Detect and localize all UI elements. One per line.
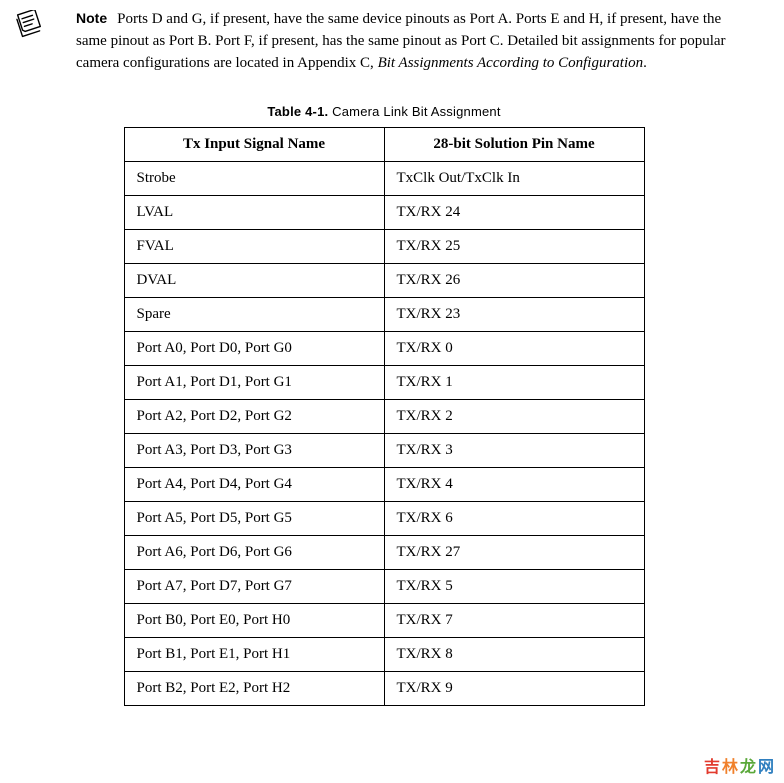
table-caption-rest: Camera Link Bit Assignment (328, 104, 500, 119)
table-row: Port B1, Port E1, Port H1TX/RX 8 (124, 638, 644, 672)
note-label: Note (76, 10, 107, 26)
cell-signal-name: Port B1, Port E1, Port H1 (124, 638, 384, 672)
table-row: Port A7, Port D7, Port G7TX/RX 5 (124, 570, 644, 604)
table-caption: Table 4-1. Camera Link Bit Assignment (14, 104, 754, 119)
cell-pin-name: TX/RX 24 (384, 196, 644, 230)
note-body-period: . (643, 55, 647, 71)
cell-signal-name: Port A1, Port D1, Port G1 (124, 366, 384, 400)
cell-signal-name: Port A3, Port D3, Port G3 (124, 434, 384, 468)
cell-signal-name: Port A6, Port D6, Port G6 (124, 536, 384, 570)
cell-pin-name: TxClk Out/TxClk In (384, 162, 644, 196)
cell-signal-name: Port B2, Port E2, Port H2 (124, 672, 384, 706)
cell-pin-name: TX/RX 5 (384, 570, 644, 604)
table-row: DVALTX/RX 26 (124, 264, 644, 298)
table-row: Port A1, Port D1, Port G1TX/RX 1 (124, 366, 644, 400)
cell-pin-name: TX/RX 25 (384, 230, 644, 264)
cell-pin-name: TX/RX 27 (384, 536, 644, 570)
table-header-row: Tx Input Signal Name 28-bit Solution Pin… (124, 128, 644, 162)
table-block: Table 4-1. Camera Link Bit Assignment Tx… (14, 104, 754, 706)
cell-signal-name: Port A4, Port D4, Port G4 (124, 468, 384, 502)
cell-pin-name: TX/RX 6 (384, 502, 644, 536)
note-row: NotePorts D and G, if present, have the … (14, 8, 754, 74)
table-row: Port A2, Port D2, Port G2TX/RX 2 (124, 400, 644, 434)
cell-signal-name: Port A7, Port D7, Port G7 (124, 570, 384, 604)
watermark: 吉林龙网 (704, 753, 776, 777)
table-row: Port B2, Port E2, Port H2TX/RX 9 (124, 672, 644, 706)
watermark-char: 吉 (704, 753, 722, 777)
cell-pin-name: TX/RX 1 (384, 366, 644, 400)
cell-signal-name: Port A5, Port D5, Port G5 (124, 502, 384, 536)
table-row: LVALTX/RX 24 (124, 196, 644, 230)
cell-signal-name: Spare (124, 298, 384, 332)
cell-signal-name: Port A2, Port D2, Port G2 (124, 400, 384, 434)
cell-signal-name: Port B0, Port E0, Port H0 (124, 604, 384, 638)
watermark-char: 龙 (740, 753, 758, 777)
cell-pin-name: TX/RX 3 (384, 434, 644, 468)
cell-pin-name: TX/RX 4 (384, 468, 644, 502)
note-text: NotePorts D and G, if present, have the … (76, 8, 754, 74)
cell-pin-name: TX/RX 9 (384, 672, 644, 706)
cell-pin-name: TX/RX 2 (384, 400, 644, 434)
cell-signal-name: Port A0, Port D0, Port G0 (124, 332, 384, 366)
cell-pin-name: TX/RX 23 (384, 298, 644, 332)
watermark-char: 林 (722, 753, 740, 777)
cell-signal-name: Strobe (124, 162, 384, 196)
cell-pin-name: TX/RX 0 (384, 332, 644, 366)
cell-pin-name: TX/RX 26 (384, 264, 644, 298)
table-caption-bold: Table 4-1. (267, 104, 328, 119)
table-row: Port A6, Port D6, Port G6TX/RX 27 (124, 536, 644, 570)
table-row: Port A3, Port D3, Port G3TX/RX 3 (124, 434, 644, 468)
cell-signal-name: LVAL (124, 196, 384, 230)
table-row: Port A0, Port D0, Port G0TX/RX 0 (124, 332, 644, 366)
table-row: StrobeTxClk Out/TxClk In (124, 162, 644, 196)
table-header-right: 28-bit Solution Pin Name (384, 128, 644, 162)
bit-assignment-table: Tx Input Signal Name 28-bit Solution Pin… (124, 127, 645, 706)
cell-pin-name: TX/RX 8 (384, 638, 644, 672)
table-row: FVALTX/RX 25 (124, 230, 644, 264)
table-row: Port A5, Port D5, Port G5TX/RX 6 (124, 502, 644, 536)
cell-signal-name: FVAL (124, 230, 384, 264)
table-row: Port B0, Port E0, Port H0TX/RX 7 (124, 604, 644, 638)
table-row: Port A4, Port D4, Port G4TX/RX 4 (124, 468, 644, 502)
note-icon (14, 10, 42, 43)
note-body-italic: Bit Assignments According to Configurati… (378, 55, 644, 71)
table-row: SpareTX/RX 23 (124, 298, 644, 332)
cell-pin-name: TX/RX 7 (384, 604, 644, 638)
table-header-left: Tx Input Signal Name (124, 128, 384, 162)
watermark-char: 网 (758, 753, 776, 777)
cell-signal-name: DVAL (124, 264, 384, 298)
